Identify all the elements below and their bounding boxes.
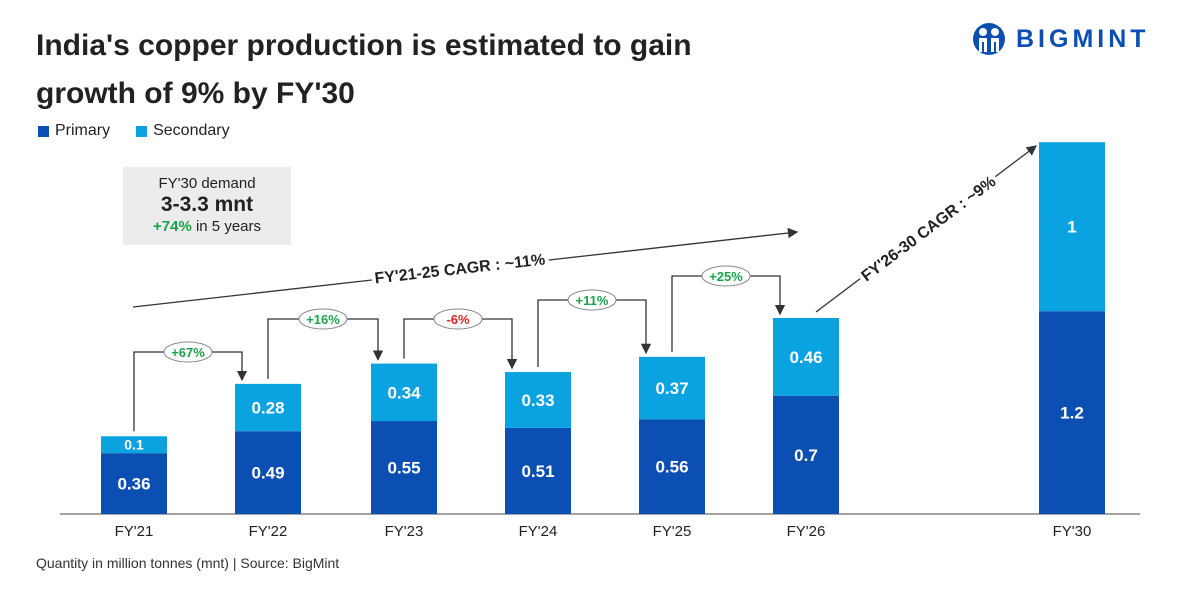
label-secondary-3: 0.33: [521, 391, 554, 410]
x-tick-label: FY'23: [385, 523, 424, 540]
label-secondary-1: 0.28: [251, 399, 284, 418]
bar-secondary-0: [101, 436, 167, 454]
cagr-label-2: FY'26-30 CAGR : ~9%: [859, 173, 1000, 285]
growth-label-4: +25%: [709, 269, 743, 284]
x-tick-label: FY'26: [787, 523, 826, 540]
legend: Primary Secondary: [38, 122, 230, 140]
label-primary-6: 1.2: [1060, 404, 1084, 423]
growth-badge-4: [701, 265, 751, 287]
growth-label-2: -6%: [446, 312, 470, 327]
bar-primary-1: [235, 431, 301, 514]
bar-secondary-2: [371, 363, 437, 422]
bar-secondary-1: [235, 383, 301, 432]
bar-primary-5: [773, 395, 839, 514]
label-primary-5: 0.7: [794, 446, 818, 465]
cagr-arrow-2: [815, 145, 1038, 313]
brand-name: BIGMINT: [1016, 24, 1150, 53]
bar-secondary-3: [505, 372, 571, 428]
legend-secondary: Secondary: [136, 122, 230, 140]
growth-label-3: +11%: [576, 293, 609, 308]
label-primary-3: 0.51: [521, 462, 554, 481]
bar-primary-0: [101, 453, 167, 514]
label-secondary-6: 1: [1067, 218, 1076, 237]
label-primary-1: 0.49: [251, 464, 284, 483]
growth-label-0: +67%: [171, 345, 205, 360]
x-tick-label: FY'30: [1053, 523, 1092, 540]
bar-primary-6: [1039, 311, 1105, 514]
bar-secondary-6: [1039, 142, 1105, 312]
growth-label-1: +16%: [306, 312, 340, 327]
label-primary-4: 0.56: [655, 458, 688, 477]
bar-primary-2: [371, 421, 437, 514]
growth-badge-2: [433, 308, 483, 330]
logo-icon: [973, 23, 1005, 55]
growth-badge-3: [567, 289, 617, 311]
growth-connector-4: [671, 275, 786, 352]
chart-title: India's copper production is estimated t…: [36, 29, 692, 110]
bar-primary-4: [639, 419, 705, 514]
x-tick-label: FY'24: [519, 523, 558, 540]
label-secondary-4: 0.37: [655, 379, 688, 398]
legend-primary: Primary: [38, 122, 110, 140]
label-secondary-0: 0.1: [124, 437, 144, 453]
bar-secondary-5: [773, 317, 839, 396]
label-secondary-2: 0.34: [387, 383, 421, 402]
x-tick-label: FY'21: [115, 523, 154, 540]
cagr-label-1: FY'21-25 CAGR : ~11%: [374, 252, 546, 288]
bar-primary-3: [505, 427, 571, 514]
footer-note: Quantity in million tonnes (mnt) | Sourc…: [36, 555, 340, 571]
label-primary-0: 0.36: [117, 475, 150, 494]
label-primary-2: 0.55: [387, 459, 420, 478]
x-tick-label: FY'25: [653, 523, 692, 540]
growth-connector-0: [133, 351, 248, 432]
bar-secondary-4: [639, 356, 705, 420]
bigmint-logo: BIGMINT: [972, 22, 1150, 56]
cagr-arrow-1: [132, 227, 799, 308]
x-tick-label: FY'22: [249, 523, 288, 540]
demand-info-box: FY'30 demand 3-3.3 mnt +74% in 5 years: [123, 167, 291, 245]
label-secondary-5: 0.46: [789, 348, 822, 367]
growth-badge-0: [163, 341, 213, 363]
growth-badge-1: [298, 308, 348, 330]
